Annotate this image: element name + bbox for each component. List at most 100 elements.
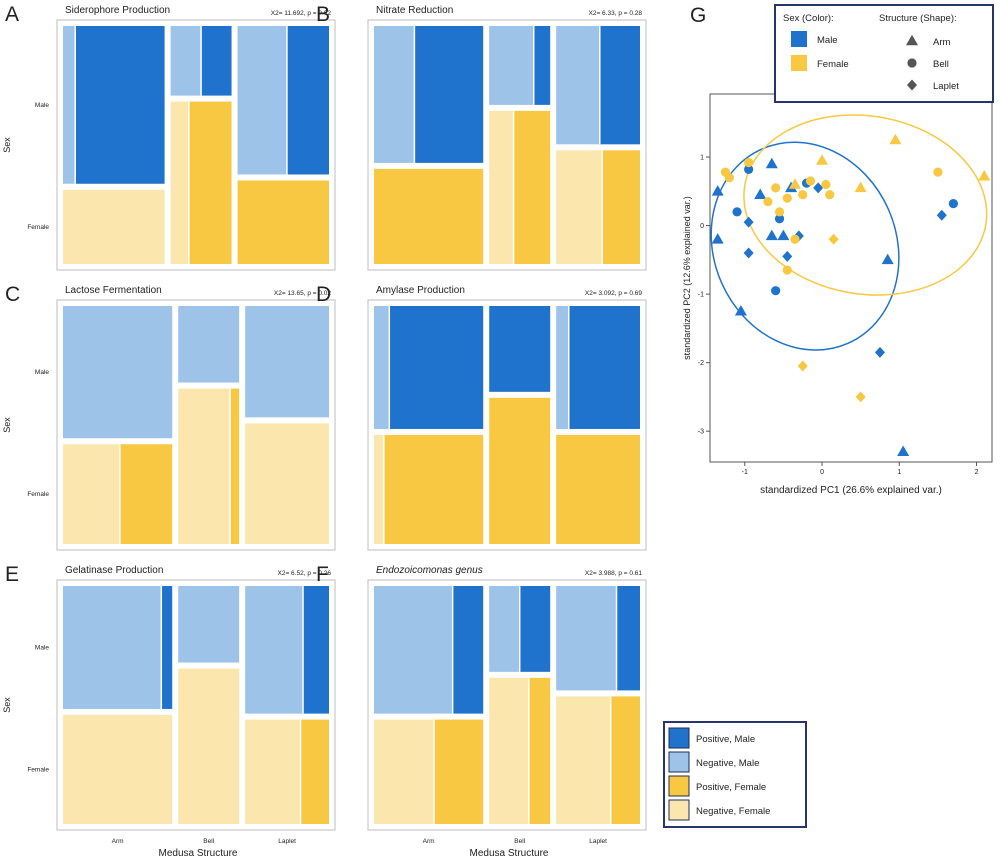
- tile-positive-female: [188, 101, 232, 264]
- panel-letter: F: [316, 563, 329, 586]
- legend-shape-triangle: [906, 34, 918, 46]
- tile-negative-male: [556, 26, 600, 145]
- scatter-point-male-triangle: [765, 229, 778, 241]
- scatter-point-male-triangle: [754, 188, 767, 200]
- panel-title: Siderophore Production: [65, 5, 170, 16]
- tile-negative-male: [556, 306, 569, 429]
- y-tick-label: -2: [698, 360, 704, 367]
- x-tick-label: Bell: [514, 838, 525, 845]
- tile-negative-female: [556, 150, 603, 264]
- tile-negative-male: [237, 26, 287, 175]
- tile-negative-female: [63, 189, 165, 264]
- scatter-point-male-circle: [732, 207, 742, 217]
- scatter-point-female-circle: [782, 193, 792, 203]
- tile-positive-male: [489, 306, 551, 392]
- tile-positive-female: [556, 434, 640, 544]
- tile-negative-male: [63, 306, 173, 439]
- tile-positive-male: [75, 26, 165, 184]
- scatter-plot-area: [709, 93, 993, 463]
- x-tick-label: Arm: [112, 838, 124, 845]
- panel-letter: G: [690, 4, 706, 27]
- tile-positive-female: [374, 168, 484, 264]
- tile-positive-female: [300, 719, 329, 824]
- x-axis-title: Medusa Structure: [470, 848, 549, 859]
- scatter-point-female-diamond: [828, 233, 839, 245]
- ellipse-female: [743, 114, 988, 296]
- tile-positive-male: [201, 26, 232, 96]
- panel-stat: X2= 6.33, p = 0.28: [589, 10, 643, 17]
- scatter-point-male-diamond: [782, 250, 793, 262]
- tile-positive-male: [616, 586, 640, 691]
- tile-negative-female: [63, 714, 173, 824]
- scatter-point-male-diamond: [743, 247, 754, 259]
- legend-label-male: Male: [817, 35, 838, 46]
- tile-positive-female: [528, 677, 551, 824]
- legend-label-female: Female: [817, 59, 849, 70]
- panel-stat: X2= 13.65, p = 0.02: [274, 290, 331, 297]
- y-tick-male: Male: [35, 369, 49, 376]
- tile-negative-male: [178, 586, 240, 663]
- scatter-point-female-circle: [933, 167, 943, 177]
- scatter-point-female-circle: [763, 196, 773, 207]
- y-tick-male: Male: [35, 102, 49, 109]
- scatter-point-female-circle: [744, 157, 754, 168]
- x-tick-label: Laplet: [589, 838, 607, 845]
- scatter-point-male-diamond: [813, 182, 824, 194]
- legend-color-title: Sex (Color):: [783, 13, 834, 24]
- tile-positive-male: [599, 26, 640, 145]
- y-tick-female: Female: [27, 224, 49, 231]
- panel-stat: X2= 6.52, p = 0.26: [278, 570, 332, 577]
- tile-negative-female: [374, 719, 435, 824]
- panel-stat: X2= 3.988, p = 0.61: [585, 570, 642, 577]
- x-tick-label: 0: [820, 469, 824, 476]
- tile-negative-male: [178, 306, 240, 383]
- tile-negative-male: [63, 586, 162, 709]
- tile-positive-male: [568, 306, 640, 429]
- fill-legend-swatch-negative-male: [668, 751, 690, 773]
- scatter-point-female-circle: [790, 234, 800, 244]
- scatter-legend-box: [774, 4, 994, 103]
- ellipse-male: [710, 141, 900, 351]
- legend-shape-circle: [907, 58, 917, 68]
- legend-label-circle: Bell: [933, 59, 949, 70]
- tile-positive-male: [533, 26, 551, 105]
- scatter-point-female-circle: [774, 207, 785, 217]
- x-tick-label: 2: [975, 469, 979, 476]
- panel-letter: B: [316, 3, 330, 26]
- tile-negative-male: [374, 26, 415, 163]
- scatter-point-male-diamond: [874, 346, 885, 358]
- panel-title: Nitrate Reduction: [376, 5, 453, 16]
- tile-negative-male: [556, 586, 617, 691]
- tile-negative-female: [489, 677, 529, 824]
- scatter-point-male-triangle: [734, 305, 747, 316]
- panel-title: Amylase Production: [376, 285, 465, 296]
- scatter-legend: Sex (Color): Structure (Shape): Male Female…: [774, 4, 994, 103]
- tile-negative-male: [245, 306, 329, 418]
- tile-negative-male: [374, 306, 390, 429]
- panel-a: A Siderophore Production X2= 11.692, p = 0…: [2, 3, 336, 271]
- x-tick-label: Arm: [423, 838, 435, 845]
- tile-negative-female: [245, 423, 329, 544]
- scatter-point-female-triangle: [854, 181, 867, 193]
- tile-positive-male: [389, 306, 484, 429]
- tile-positive-female: [489, 397, 551, 544]
- y-tick-label: 0: [700, 223, 704, 230]
- y-axis-title: Sex: [2, 417, 12, 433]
- panel-stat: X2= 11.692, p = 0.02: [271, 10, 332, 17]
- scatter-point-female-triangle: [889, 133, 902, 145]
- tile-positive-male: [414, 26, 484, 163]
- x-tick-label: Bell: [203, 838, 214, 845]
- x-tick-label: Laplet: [278, 838, 296, 845]
- scatter-point-female-circle: [825, 190, 835, 200]
- tile-negative-male: [489, 586, 520, 672]
- legend-swatch-female: [791, 55, 807, 71]
- tile-positive-male: [286, 26, 329, 175]
- tile-negative-female: [178, 668, 240, 824]
- fill-legend-label-positive-male: Positive, Male: [696, 734, 755, 745]
- scatter-point-male-diamond: [743, 216, 754, 228]
- scatter-point-male-diamond: [936, 209, 947, 221]
- tile-positive-female: [383, 434, 484, 544]
- y-tick-female: Female: [27, 766, 49, 773]
- y-tick-female: Female: [27, 491, 49, 498]
- y-axis-title: standardized PC2 (12.6% explained var.): [682, 196, 692, 360]
